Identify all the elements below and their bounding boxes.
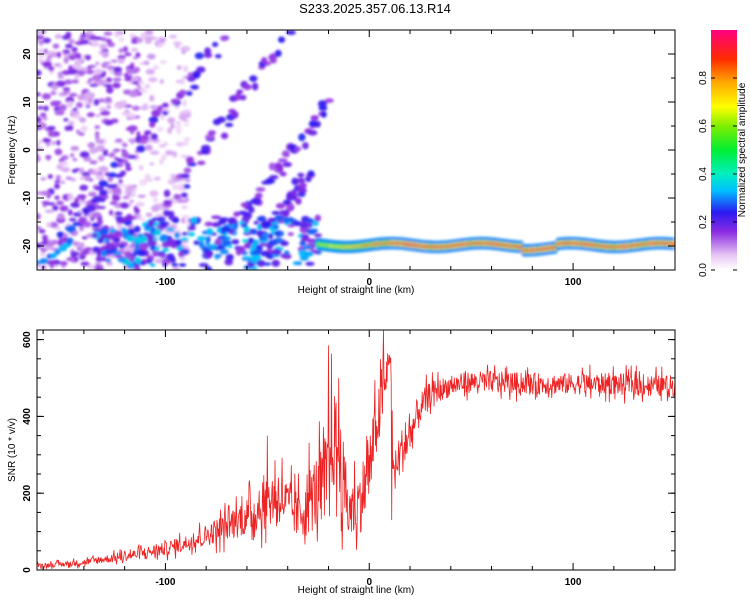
snr-y-label: SNR (10 * v/v) — [7, 418, 18, 482]
y-tick-label: 600 — [22, 331, 33, 348]
colorbar-tick-label: 0.6 — [698, 119, 709, 133]
y-tick-label: -10 — [22, 190, 33, 205]
colorbar-tick-label: 0.0 — [698, 263, 709, 277]
snr-panel: -100 0 100 600 400 200 0 Height of straight l… — [7, 329, 676, 596]
x-tick-label: -100 — [155, 277, 175, 288]
snr-x-label: Height of straight line (km) — [298, 585, 415, 596]
spectrogram-x-label: Height of straight line (km) — [298, 285, 415, 296]
x-tick-label: 0 — [366, 277, 372, 288]
y-tick-label: 0 — [22, 147, 33, 153]
colorbar: 0.0 0.2 0.4 0.6 0.8 Normalized spectral ampl… — [698, 30, 748, 277]
y-tick-label: 10 — [22, 96, 33, 108]
chart-title: S233.2025.357.06.13.R14 — [299, 1, 451, 16]
y-tick-label: 200 — [22, 484, 33, 501]
colorbar-ticks: 0.0 0.2 0.4 0.6 0.8 — [698, 71, 737, 277]
colorbar-tick-label: 0.4 — [698, 167, 709, 181]
spectrogram-y-ticks: 20 10 0 -10 -20 — [22, 29, 675, 271]
colorbar-label: Normalized spectral amplitude — [737, 82, 748, 217]
colorbar-tick-label: 0.8 — [698, 71, 709, 85]
spectrogram-x-ticks: -100 0 100 — [42, 30, 656, 288]
x-tick-label: 0 — [366, 577, 372, 588]
y-tick-label: -20 — [22, 238, 33, 253]
colorbar-tick-label: 0.2 — [698, 215, 709, 229]
y-tick-label: 0 — [22, 567, 33, 573]
x-tick-label: -100 — [155, 577, 175, 588]
snr-series-line — [37, 330, 675, 570]
spectrogram-y-label: Frequency (Hz) — [7, 116, 18, 185]
spectrogram-heatmap — [37, 30, 675, 270]
y-tick-label: 20 — [22, 48, 33, 60]
x-tick-label: 100 — [565, 577, 582, 588]
snr-y-ticks: 600 400 200 0 — [22, 331, 675, 573]
snr-frame — [36, 329, 676, 571]
x-tick-label: 100 — [565, 277, 582, 288]
y-tick-label: 400 — [22, 408, 33, 425]
snr-x-ticks: -100 0 100 — [42, 330, 656, 588]
colorbar-gradient — [711, 30, 737, 270]
